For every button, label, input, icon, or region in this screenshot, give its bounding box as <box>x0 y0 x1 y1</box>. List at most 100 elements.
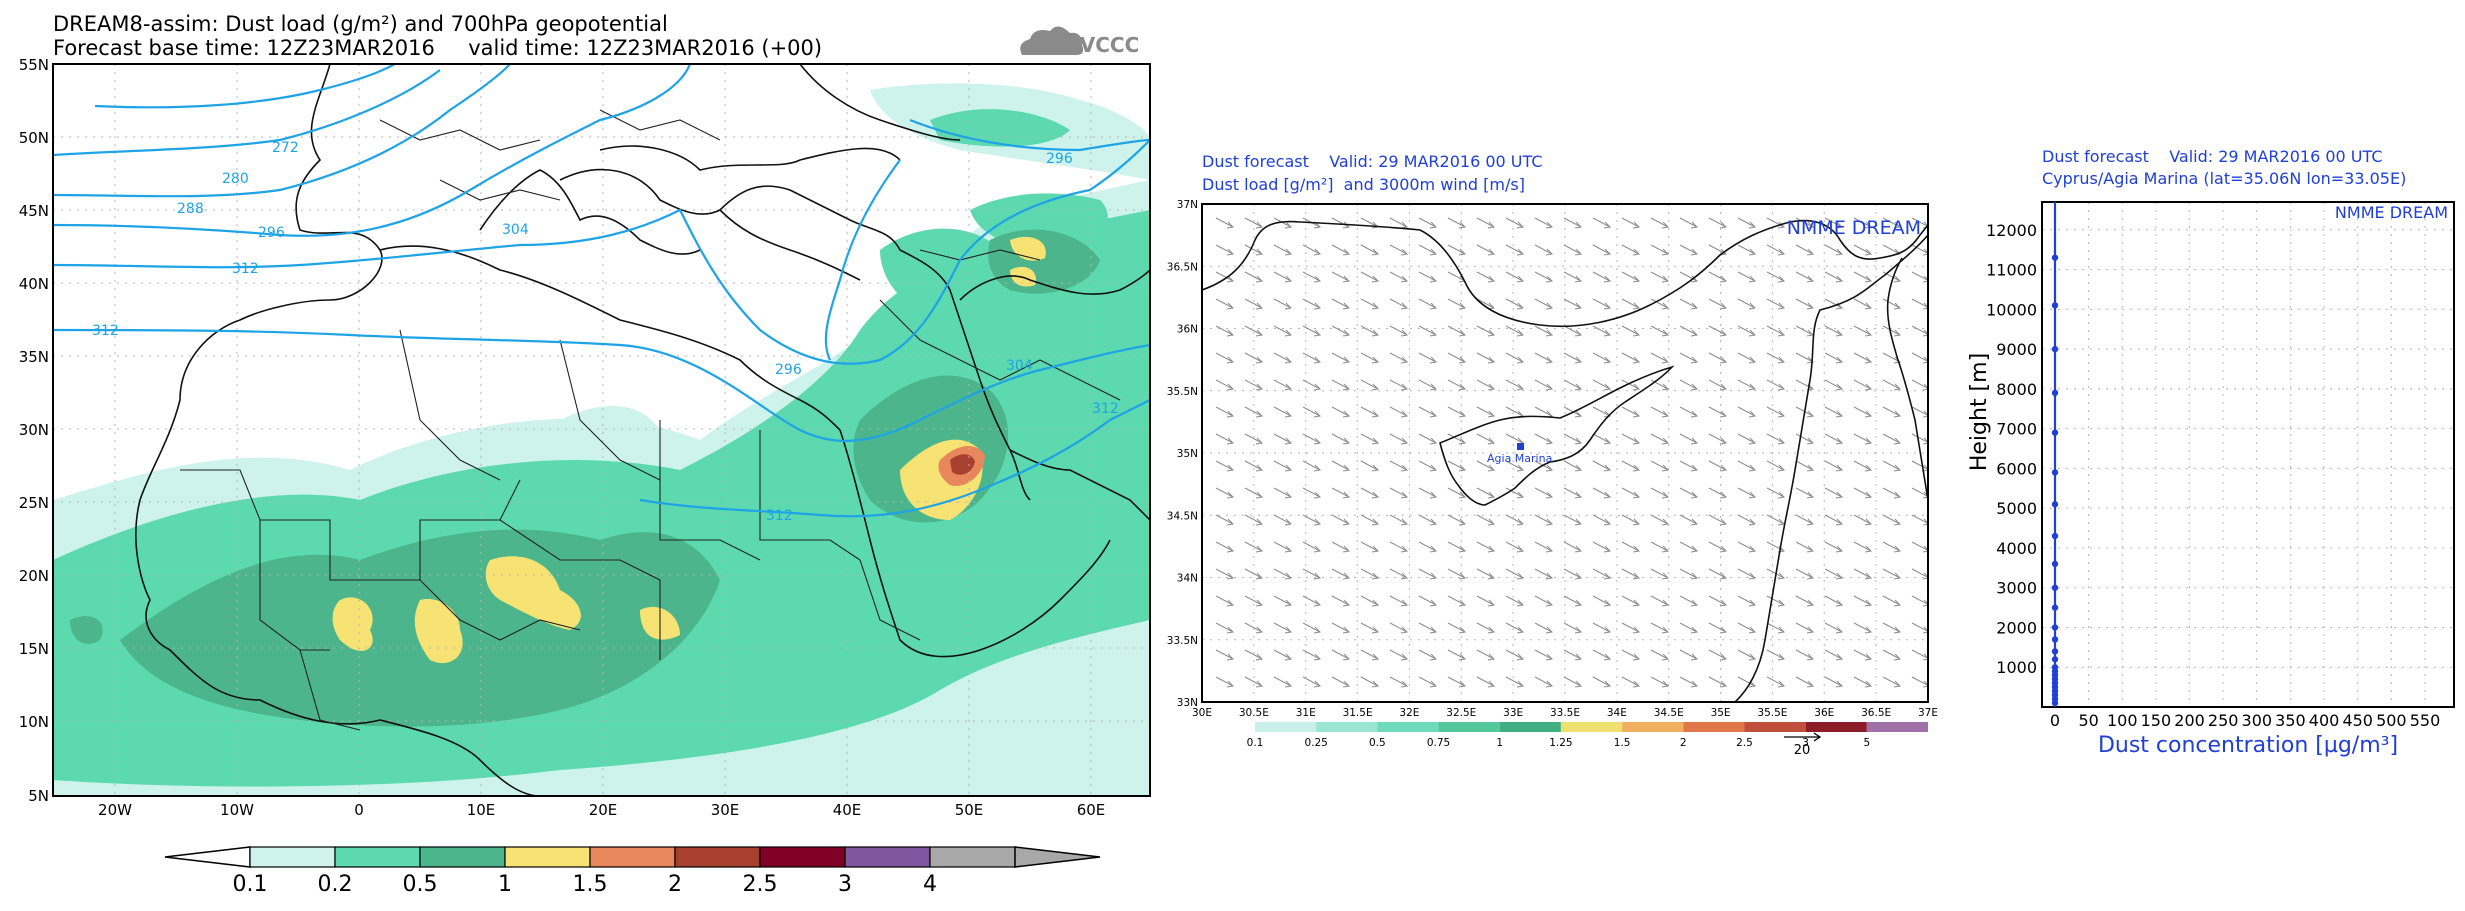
wind-arrow <box>1679 676 1699 688</box>
wind-arrow <box>1824 649 1844 661</box>
wind-arrow <box>1302 541 1322 553</box>
wind-arrow <box>1563 595 1583 607</box>
lat-tick: 33N <box>1177 697 1198 709</box>
wind-arrow <box>1882 541 1902 553</box>
x-tick: 50 <box>2078 711 2098 730</box>
station-agia-marina[interactable]: Agia Marina <box>1487 443 1552 465</box>
wind-arrow <box>1824 541 1844 553</box>
wind-arrow <box>1505 514 1525 526</box>
wind-arrow <box>1331 217 1351 229</box>
panel2-brand: NMME DREAM <box>1787 217 1921 239</box>
wind-arrow <box>1418 217 1438 229</box>
wind-arrow <box>1244 433 1264 445</box>
wind-arrow <box>1679 649 1699 661</box>
panel3-ylabel: Height [m] <box>1967 353 1992 471</box>
wind-arrow <box>1708 352 1728 364</box>
wind-arrow <box>1563 676 1583 688</box>
profile-point <box>2051 560 2059 568</box>
lon-tick: 34.5E <box>1654 707 1684 719</box>
lon-tick: 30E <box>1192 707 1212 719</box>
colorbar-label: 0.2 <box>318 872 353 897</box>
wind-arrow <box>1331 676 1351 688</box>
wind-arrow <box>1563 325 1583 337</box>
panel2-grid <box>1202 204 1928 702</box>
wind-arrow <box>1621 514 1641 526</box>
y-tick: 4000 <box>1996 539 2037 558</box>
wind-arrow <box>1795 244 1815 256</box>
wind-arrow <box>1505 622 1525 634</box>
wind-arrow <box>1215 244 1235 256</box>
wind-arrow <box>1215 433 1235 445</box>
wind-arrow <box>1882 433 1902 445</box>
wind-arrow <box>1389 379 1409 391</box>
wind-arrow <box>1418 676 1438 688</box>
wind-arrow <box>1273 325 1293 337</box>
colorbar-swatch <box>1316 722 1378 732</box>
wind-arrow <box>1331 406 1351 418</box>
wind-arrow <box>1273 622 1293 634</box>
contour-label: 296 <box>775 362 802 378</box>
wind-arrow <box>1418 514 1438 526</box>
wind-arrow <box>1563 487 1583 499</box>
wind-arrow <box>1563 406 1583 418</box>
wind-arrow <box>1476 595 1496 607</box>
colorbar-label: 1 <box>1496 737 1503 749</box>
panel3-x-ticks: 0 50 100 150 200 250 300 350 400 450 500 550 <box>2050 711 2440 730</box>
wind-arrow <box>1302 514 1322 526</box>
wind-arrow <box>1331 244 1351 256</box>
wind-arrow <box>1766 298 1786 310</box>
wind-arrow <box>1679 217 1699 229</box>
colorbar-swatch <box>674 846 761 868</box>
colorbar-swatch <box>589 846 676 868</box>
wind-arrow <box>1853 541 1873 553</box>
wind-arrow <box>1418 487 1438 499</box>
wind-arrow <box>1331 541 1351 553</box>
panel1-lat-ticks: 55N 50N 45N 40N 35N 30N 25N 20N 15N 10N … <box>19 56 49 805</box>
y-tick: 5000 <box>1996 499 2037 518</box>
lat-tick: 25N <box>19 494 49 512</box>
wind-arrow <box>1853 379 1873 391</box>
wind-arrow <box>1331 352 1351 364</box>
wind-arrow <box>1302 379 1322 391</box>
lon-tick: 32.5E <box>1446 707 1476 719</box>
x-tick: 550 <box>2410 711 2441 730</box>
wind-arrow <box>1824 271 1844 283</box>
wind-arrow <box>1331 433 1351 445</box>
wind-arrow <box>1708 568 1728 580</box>
wind-arrow <box>1534 352 1554 364</box>
wind-arrow <box>1447 298 1467 310</box>
wind-arrow <box>1650 271 1670 283</box>
wind-arrow <box>1679 487 1699 499</box>
wind-arrow <box>1302 649 1322 661</box>
lon-tick: 37E <box>1918 707 1938 719</box>
wind-arrow <box>1505 595 1525 607</box>
lat-tick: 5N <box>28 787 49 805</box>
wind-arrow <box>1737 649 1757 661</box>
wind-arrow <box>1824 406 1844 418</box>
lon-tick: 50E <box>955 801 984 819</box>
wind-arrow <box>1360 676 1380 688</box>
x-tick: 300 <box>2242 711 2273 730</box>
wind-arrow <box>1244 352 1264 364</box>
wind-arrow <box>1476 244 1496 256</box>
logo-text: SEEVCCC <box>1038 33 1139 57</box>
wind-arrow <box>1592 595 1612 607</box>
wind-arrow <box>1215 379 1235 391</box>
wind-arrow <box>1389 676 1409 688</box>
wind-arrow <box>1679 460 1699 472</box>
wind-arrow <box>1592 352 1612 364</box>
wind-arrow <box>1795 676 1815 688</box>
wind-arrow <box>1911 298 1928 310</box>
wind-arrow <box>1360 649 1380 661</box>
wind-arrow <box>1766 244 1786 256</box>
panel2-frame <box>1201 203 1929 703</box>
wind-arrow <box>1244 541 1264 553</box>
lon-tick: 36E <box>1814 707 1834 719</box>
panel-cyprus-dust-wind-map: Dust forecast Valid: 29 MAR2016 00 UTC D… <box>1167 152 1938 758</box>
wind-arrow <box>1766 649 1786 661</box>
wind-arrow <box>1708 217 1728 229</box>
wind-arrow <box>1418 298 1438 310</box>
wind-arrow <box>1418 460 1438 472</box>
wind-arrow <box>1679 352 1699 364</box>
colorbar-swatch <box>1438 722 1500 732</box>
